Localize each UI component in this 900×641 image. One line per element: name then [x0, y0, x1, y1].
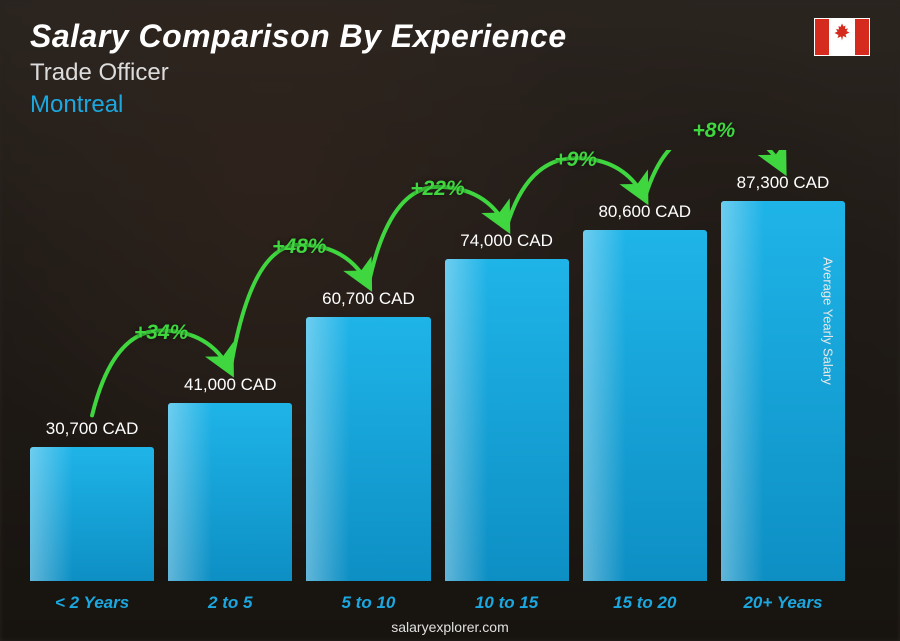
x-axis-labels: < 2 Years 2 to 5 5 to 10 10 to 15 15 to 20 20…	[30, 593, 845, 613]
increase-pct-label: +48%	[272, 235, 326, 259]
bar	[445, 259, 569, 581]
bar-col-1: 41,000 CAD	[168, 375, 292, 581]
bar	[30, 447, 154, 581]
x-axis-label: 20+ Years	[721, 593, 845, 613]
bar-value-label: 60,700 CAD	[322, 289, 415, 309]
bar-col-3: 74,000 CAD	[445, 231, 569, 581]
increase-pct-label: +9%	[554, 148, 597, 172]
chart-area: 30,700 CAD 41,000 CAD 60,700 CAD 74,000 CAD…	[30, 150, 845, 581]
bar-col-4: 80,600 CAD	[583, 202, 707, 581]
bar	[583, 230, 707, 581]
flag-band-right	[855, 19, 869, 55]
y-axis-label: Average Yearly Salary	[821, 257, 836, 385]
country-flag	[814, 18, 870, 56]
bar-col-0: 30,700 CAD	[30, 419, 154, 581]
x-axis-label: < 2 Years	[30, 593, 154, 613]
bar-value-label: 30,700 CAD	[46, 419, 139, 439]
bar-value-label: 74,000 CAD	[460, 231, 553, 251]
bars-container: 30,700 CAD 41,000 CAD 60,700 CAD 74,000 CAD…	[30, 150, 845, 581]
bar	[306, 317, 430, 581]
footer-attribution: salaryexplorer.com	[0, 619, 900, 635]
maple-leaf-icon	[832, 23, 852, 49]
increase-pct-label: +8%	[693, 119, 736, 143]
bar-value-label: 80,600 CAD	[598, 202, 691, 222]
flag-center	[829, 19, 855, 55]
bar-col-2: 60,700 CAD	[306, 289, 430, 581]
increase-pct-label: +22%	[410, 177, 464, 201]
content-layer: Salary Comparison By Experience Trade Of…	[0, 0, 900, 641]
x-axis-label: 10 to 15	[445, 593, 569, 613]
flag-band-left	[815, 19, 829, 55]
chart-subtitle: Trade Officer	[30, 59, 870, 87]
increase-pct-label: +34%	[134, 321, 188, 345]
bar-value-label: 41,000 CAD	[184, 375, 277, 395]
bar	[168, 403, 292, 581]
bar-value-label: 87,300 CAD	[737, 173, 830, 193]
chart-title: Salary Comparison By Experience	[30, 18, 870, 55]
x-axis-label: 5 to 10	[306, 593, 430, 613]
chart-location: Montreal	[30, 91, 870, 119]
x-axis-label: 15 to 20	[583, 593, 707, 613]
x-axis-label: 2 to 5	[168, 593, 292, 613]
